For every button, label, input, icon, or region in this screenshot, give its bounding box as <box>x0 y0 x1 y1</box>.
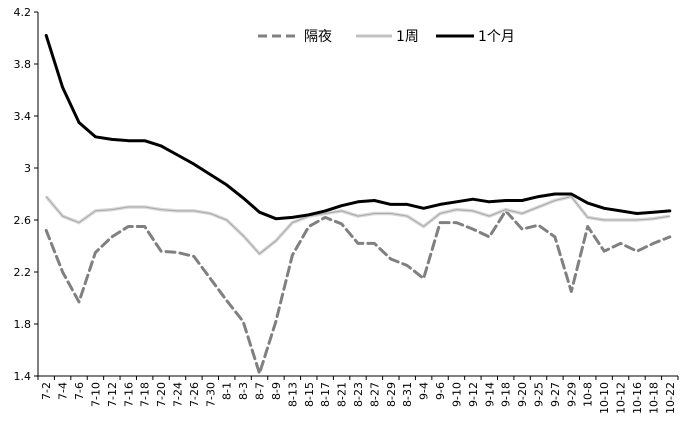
x-tick-label: 9-10 <box>450 382 463 407</box>
x-tick-label: 7-4 <box>57 382 70 400</box>
y-tick-label: 1.8 <box>14 318 32 331</box>
y-tick-label: 2.6 <box>14 214 32 227</box>
x-tick-label: 8-9 <box>270 382 283 400</box>
x-tick-label: 9-6 <box>434 382 447 400</box>
x-tick-label: 8-21 <box>336 382 349 407</box>
x-tick-label: 9-25 <box>533 382 546 407</box>
x-tick-label: 7-26 <box>188 382 201 407</box>
legend-label: 1周 <box>396 29 419 45</box>
y-tick-label: 3.4 <box>14 110 32 123</box>
legend: 隔夜 1周 1个月 <box>258 29 515 45</box>
y-tick-label: 3 <box>24 162 31 175</box>
x-tick-label: 7-24 <box>171 382 184 407</box>
x-tick-label: 9-4 <box>418 382 431 400</box>
x-tick-label: 7-12 <box>106 382 119 407</box>
x-tick-label: 10-12 <box>615 382 628 414</box>
x-tick-label: 7-30 <box>204 382 217 407</box>
x-tick-label: 8-3 <box>237 382 250 400</box>
x-tick-label: 8-7 <box>254 382 267 400</box>
x-tick-label: 8-1 <box>221 382 234 400</box>
x-tick-label: 8-17 <box>319 382 332 407</box>
x-tick-label: 8-31 <box>401 382 414 407</box>
x-tick-label: 7-10 <box>89 382 102 407</box>
series-line-2 <box>44 33 672 221</box>
x-tick-label: 9-20 <box>516 382 529 407</box>
x-tick-label: 7-18 <box>139 382 152 407</box>
x-tick-label: 7-16 <box>122 382 135 407</box>
series-line-1 <box>45 196 671 255</box>
x-tick-label: 8-13 <box>286 382 299 407</box>
x-tick-label: 9-12 <box>467 382 480 407</box>
series-layer <box>44 33 672 375</box>
x-axis: 7-2 7-4 7-6 7-10 7-12 7-16 7-18 7-20 7-24 7-26 7-3… <box>37 375 679 414</box>
legend-label: 1个月 <box>478 29 515 45</box>
x-tick-label: 9-18 <box>500 382 513 407</box>
x-tick-label: 10-18 <box>647 382 660 414</box>
y-tick-label: 2.2 <box>14 266 32 279</box>
x-tick-label: 7-6 <box>73 382 86 400</box>
y-tick-label: 3.8 <box>14 58 32 71</box>
x-tick-label: 9-29 <box>565 382 578 407</box>
x-tick-label: 10-22 <box>664 382 677 414</box>
x-tick-label: 10-10 <box>598 382 611 414</box>
x-tick-label: 7-2 <box>40 382 53 400</box>
x-tick-label: 10-8 <box>582 382 595 407</box>
x-tick-label: 10-16 <box>631 382 644 414</box>
x-tick-label: 7-20 <box>155 382 168 407</box>
x-tick-label: 9-27 <box>549 382 562 407</box>
x-tick-label: 8-23 <box>352 382 365 407</box>
series-line-0 <box>44 209 672 375</box>
y-tick-label: 4.2 <box>14 6 32 19</box>
x-tick-label: 8-27 <box>368 382 381 407</box>
y-axis: 1.4 1.8 2.2 2.6 3 3.4 3.8 4.2 <box>14 6 39 383</box>
legend-label: 隔夜 <box>304 29 332 45</box>
x-tick-label: 8-15 <box>303 382 316 407</box>
y-tick-label: 1.4 <box>14 370 32 383</box>
x-tick-label: 9-14 <box>483 382 496 407</box>
x-tick-label: 8-29 <box>385 382 398 407</box>
